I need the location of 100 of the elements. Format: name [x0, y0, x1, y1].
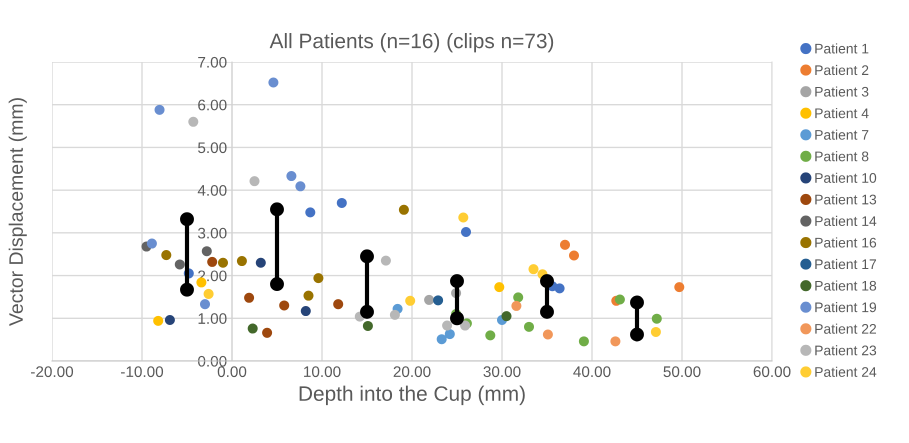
y-tick-label: 1.00 — [198, 313, 227, 324]
point — [436, 334, 447, 344]
x-tick-label: 10.00 — [304, 366, 341, 378]
point — [494, 282, 504, 292]
point — [333, 299, 344, 310]
point — [164, 314, 175, 325]
point — [180, 282, 194, 297]
point — [262, 328, 272, 338]
legend-label: Patient 17 — [815, 258, 876, 270]
point — [300, 306, 311, 316]
legend-label: Patient 10 — [815, 172, 876, 183]
point — [610, 336, 620, 346]
point — [460, 320, 470, 331]
point — [207, 256, 218, 267]
point — [674, 282, 684, 292]
legend-label: Patient 3 — [815, 86, 868, 97]
point — [405, 296, 416, 306]
point — [270, 202, 284, 216]
point — [244, 292, 254, 303]
point — [336, 198, 347, 208]
point — [180, 212, 194, 226]
point — [511, 300, 522, 311]
point — [303, 290, 314, 301]
x-tick-label: -10.00 — [121, 366, 164, 378]
point — [153, 316, 164, 326]
point — [286, 171, 296, 182]
point — [652, 314, 662, 324]
x-tick-label: 50.00 — [663, 366, 701, 378]
x-axis-title: Depth into the Cup (mm) — [300, 386, 525, 406]
point — [236, 256, 247, 266]
point — [204, 288, 214, 299]
point — [424, 294, 434, 305]
legend-label: Patient 19 — [815, 302, 876, 312]
point — [630, 296, 644, 310]
x-tick-label: 40.00 — [573, 366, 611, 378]
point — [528, 264, 539, 274]
point — [444, 329, 455, 340]
point — [630, 328, 644, 342]
y-tick-label: 3.00 — [198, 228, 227, 239]
point — [270, 277, 284, 292]
x-tick-label: 20.00 — [394, 366, 431, 378]
point — [188, 116, 198, 127]
point — [200, 299, 210, 310]
y-tick-label: 7.00 — [198, 56, 227, 68]
point — [390, 310, 400, 320]
legend-label: Patient 13 — [815, 194, 876, 204]
legend-label: Patient 18 — [815, 280, 876, 291]
x-tick-label: 60.00 — [754, 366, 791, 378]
point — [174, 259, 185, 270]
point — [650, 326, 661, 337]
point — [305, 207, 316, 218]
point — [154, 104, 165, 115]
point — [268, 77, 278, 88]
point — [450, 274, 464, 288]
chart-title: All Patients (n=16) (clips n=73) — [270, 33, 554, 52]
x-tick-label: 0.00 — [218, 366, 246, 378]
legend-label: Patient 1 — [815, 43, 868, 54]
point — [524, 322, 534, 332]
point — [360, 249, 374, 264]
point — [362, 320, 373, 331]
point — [256, 258, 266, 268]
point — [568, 250, 580, 261]
point — [458, 212, 468, 222]
legend-label: Patient 8 — [815, 151, 868, 162]
point — [433, 295, 444, 306]
point — [578, 336, 589, 346]
point — [161, 250, 172, 260]
point — [380, 256, 391, 266]
legend-label: Patient 22 — [815, 324, 876, 334]
point — [542, 330, 553, 340]
legend-label: Patient 14 — [815, 216, 876, 226]
point — [554, 283, 565, 294]
point — [295, 181, 306, 192]
point — [442, 320, 452, 331]
point — [313, 273, 324, 284]
point — [202, 246, 212, 256]
point — [540, 304, 554, 319]
point — [218, 258, 228, 268]
point — [248, 324, 258, 334]
point — [360, 304, 374, 319]
point — [450, 311, 464, 326]
point — [540, 274, 554, 288]
legend-label: Patient 16 — [815, 237, 876, 248]
point — [513, 292, 524, 302]
y-tick-label: 4.00 — [198, 185, 227, 196]
point — [560, 240, 570, 250]
x-tick-label: -20.00 — [31, 366, 74, 378]
point — [460, 226, 472, 238]
x-tick-label: 30.00 — [483, 366, 521, 378]
point — [614, 294, 625, 304]
point — [146, 238, 157, 249]
y-tick-label: 6.00 — [198, 100, 227, 110]
point — [249, 176, 260, 186]
legend-label: Patient 24 — [815, 366, 876, 377]
point — [279, 300, 290, 310]
legend-label: Patient 4 — [815, 108, 869, 118]
legend-label: Patient 2 — [815, 64, 868, 76]
y-tick-label: 5.00 — [198, 142, 227, 154]
point — [485, 330, 496, 340]
legend-label: Patient 7 — [815, 130, 868, 140]
